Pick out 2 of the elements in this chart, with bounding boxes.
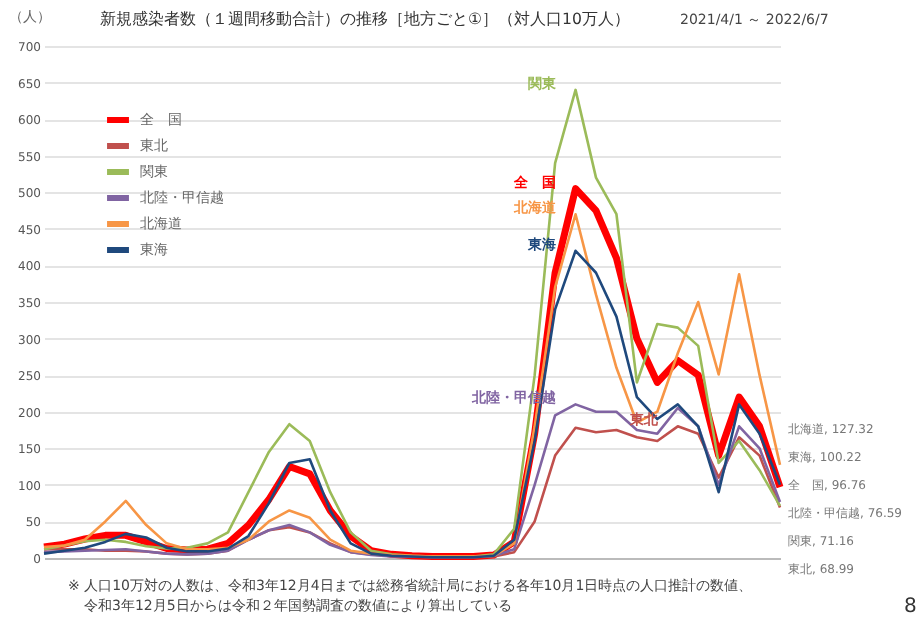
text: 8	[904, 596, 917, 618]
line-series	[42, 88, 782, 558]
